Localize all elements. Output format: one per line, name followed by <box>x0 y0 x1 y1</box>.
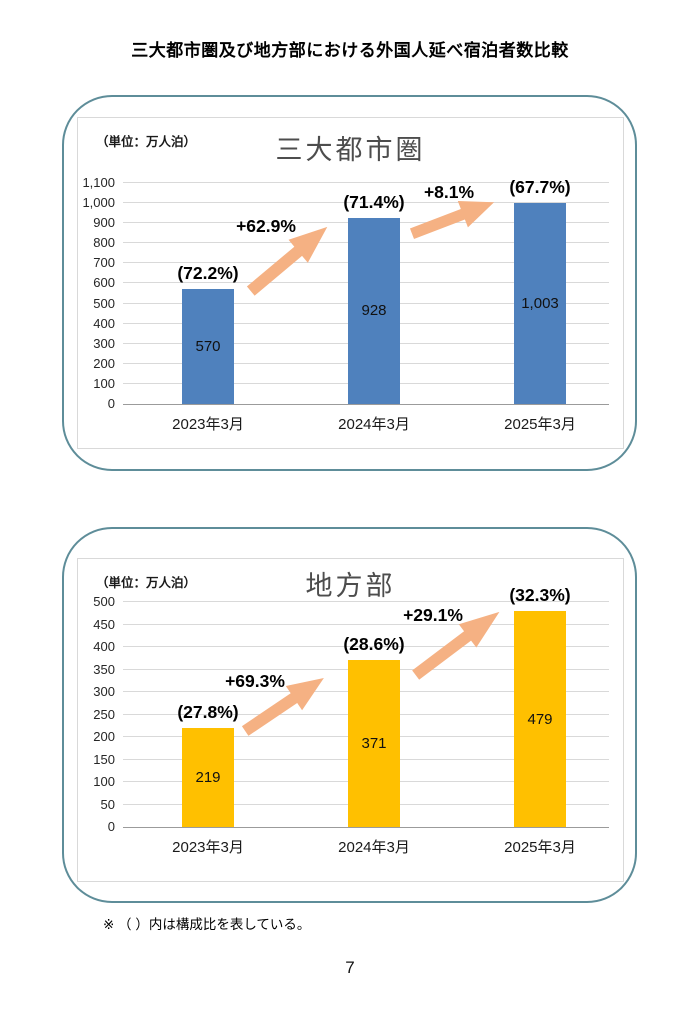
y-axis-tick-label: 0 <box>107 819 115 834</box>
gridline <box>123 202 609 204</box>
y-axis-tick-label: 100 <box>93 375 115 391</box>
bar: 479 <box>514 611 566 827</box>
y-axis-tick-label: 500 <box>93 295 115 311</box>
x-axis-category-label: 2024年3月 <box>338 839 410 856</box>
growth-percentage-label: +62.9% <box>236 216 296 236</box>
chart-title-regional: 地方部 <box>305 571 396 601</box>
gridline <box>123 646 609 647</box>
regional-chart-frame: （単位：万人泊） 地方部 0 50 100 150 200 250 300 350 400 450… <box>77 558 624 882</box>
y-axis-tick-label: 300 <box>93 335 115 351</box>
x-axis-category-label: 2025年3月 <box>504 839 576 856</box>
bar-value-label: 479 <box>527 710 553 728</box>
y-axis-tick-label: 200 <box>93 729 115 744</box>
x-axis-category-label: 2023年3月 <box>172 416 244 433</box>
bar: 371 <box>348 660 400 827</box>
unit-label: （単位：万人泊） <box>96 135 197 149</box>
bar: 219 <box>182 728 234 827</box>
y-axis-tick-label: 900 <box>93 215 115 231</box>
metro-plot-area: 0 100 200 300 400 500 600 700 800 900 1,000 1,100 57… <box>82 175 609 433</box>
y-axis-tick-label: 1,000 <box>82 195 115 211</box>
y-axis-tick-label: 500 <box>93 594 115 609</box>
y-axis-tick-label: 400 <box>93 315 115 331</box>
share-percentage-label: (28.6%) <box>343 634 405 655</box>
growth-percentage-label: +69.3% <box>225 671 285 691</box>
page-title: 三大都市圏及び地方部における外国人延べ宿泊者数比較 <box>131 41 569 60</box>
share-percentage-label: (27.8%) <box>177 702 239 723</box>
bar-value-label: 570 <box>195 338 221 356</box>
y-axis-tick-label: 350 <box>93 661 115 677</box>
metro-chart-frame: （単位：万人泊） 三大都市圏 0 100 200 300 400 500 600 700 800… <box>77 117 624 449</box>
y-axis-tick-label: 300 <box>93 684 115 699</box>
growth-arrow-icon <box>405 598 509 688</box>
y-axis-tick-label: 150 <box>93 751 115 767</box>
share-percentage-label: (67.7%) <box>509 176 571 197</box>
growth-percentage-label: +8.1% <box>423 182 475 202</box>
gridline <box>123 623 609 625</box>
y-axis-tick-label: 200 <box>93 355 115 371</box>
y-axis-tick-label: 0 <box>107 396 115 411</box>
regional-plot-area: 0 50 100 150 200 250 300 350 400 450 500 219 (27.8%)… <box>93 585 609 856</box>
share-percentage-label: (72.2%) <box>177 263 239 284</box>
x-axis-category-label: 2023年3月 <box>172 839 244 856</box>
y-axis-tick-label: 450 <box>93 616 115 632</box>
footnote: ※ （ ）内は構成比を表している。 <box>103 917 311 932</box>
gridline <box>123 182 609 183</box>
y-axis-tick-label: 50 <box>100 796 115 812</box>
bar: 928 <box>348 217 400 404</box>
bar-value-label: 371 <box>361 735 387 753</box>
x-axis-category-label: 2025年3月 <box>504 416 576 433</box>
regional-chart-panel: （単位：万人泊） 地方部 0 50 100 150 200 250 300 350 400 450… <box>62 527 637 903</box>
growth-percentage-label: +29.1% <box>403 605 463 625</box>
y-axis-tick-label: 100 <box>93 774 115 789</box>
growth-arrow-icon <box>406 187 500 248</box>
x-axis-category-label: 2024年3月 <box>338 416 410 433</box>
bar: 570 <box>182 289 234 404</box>
y-axis-tick-label: 1,100 <box>82 175 115 190</box>
chart-title-metro: 三大都市圏 <box>275 135 426 165</box>
share-percentage-label: (71.4%) <box>343 191 405 212</box>
share-percentage-label: (32.3%) <box>509 585 571 606</box>
bar-value-label: 1,003 <box>521 294 559 312</box>
y-axis-tick-label: 700 <box>93 255 115 271</box>
gridline <box>123 601 609 602</box>
y-axis-tick-label: 250 <box>93 706 115 722</box>
y-axis-tick-label: 400 <box>93 639 115 654</box>
growth-arrow-icon <box>235 664 332 744</box>
page-number: 7 <box>345 958 355 977</box>
bar-value-label: 219 <box>195 769 221 787</box>
bar-value-label: 928 <box>361 302 387 320</box>
y-axis-tick-label: 800 <box>93 235 115 251</box>
metro-chart-panel: （単位：万人泊） 三大都市圏 0 100 200 300 400 500 600 700 800… <box>62 95 637 471</box>
growth-arrow-icon <box>240 214 338 304</box>
y-axis-tick-label: 600 <box>93 275 115 291</box>
bar: 1,003 <box>514 202 566 404</box>
unit-label: （単位：万人泊） <box>96 576 197 590</box>
